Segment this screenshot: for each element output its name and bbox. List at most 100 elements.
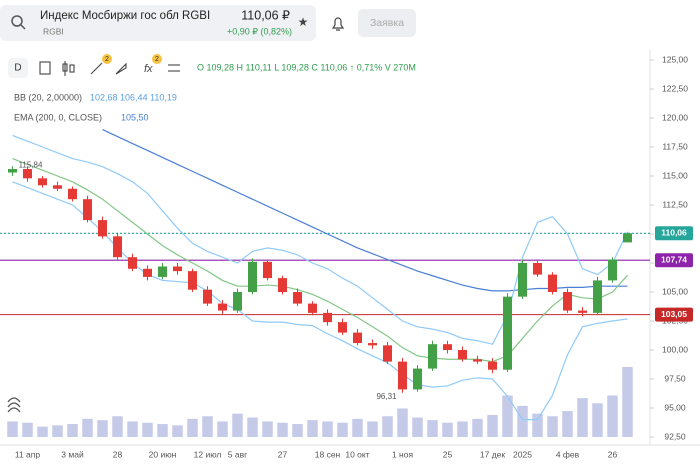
- x-tick-label: 20 июн: [149, 449, 177, 459]
- volume-bar: [457, 421, 468, 437]
- y-tick-label: 95,00: [664, 402, 686, 412]
- y-tick-label: 105,00: [662, 286, 688, 296]
- indicator-line: [12, 181, 628, 421]
- candle-body: [158, 266, 167, 277]
- search-icon: [11, 15, 23, 27]
- favorite-star[interactable]: ★: [298, 15, 309, 29]
- y-tick-label: 122,50: [662, 83, 688, 93]
- candle-body: [233, 292, 242, 311]
- candle-body: [563, 292, 572, 311]
- volume-bar: [52, 425, 63, 437]
- candle-body: [68, 188, 77, 200]
- y-tick-label: 97,50: [664, 373, 686, 383]
- ticker: RGBI: [43, 26, 64, 36]
- volume-bar: [232, 413, 243, 437]
- order-button[interactable]: [358, 9, 416, 37]
- volume-bar: [412, 417, 423, 437]
- x-tick-label: 27: [278, 449, 288, 459]
- ema-value: 105,50: [121, 112, 149, 122]
- volume-bar: [142, 422, 153, 437]
- volume-bar: [277, 422, 288, 437]
- candle-body: [578, 310, 587, 313]
- candle-body: [38, 178, 47, 186]
- volume-bar: [97, 420, 108, 437]
- volume-bar: [217, 421, 228, 437]
- candle-body: [503, 296, 512, 370]
- indicator-line: [102, 129, 628, 292]
- indicator-line: [12, 134, 629, 345]
- price-level-label: 103,05: [661, 309, 687, 319]
- volume-bar: [292, 424, 303, 437]
- candle-body: [518, 263, 527, 297]
- order-button-label[interactable]: Заявка: [370, 17, 404, 29]
- candle-body: [428, 344, 437, 369]
- candle-body: [248, 261, 257, 292]
- candle-body: [338, 322, 347, 333]
- candle-body: [53, 185, 62, 189]
- bb-values: 102,68 106,44 110,19: [90, 92, 177, 102]
- y-tick-label: 100,00: [662, 344, 688, 354]
- y-tick-label: 112,50: [662, 199, 688, 209]
- ohlc-legend: O 109,28 H 110,11 L 109,28 C 110,06 ↑ 0,…: [197, 62, 416, 72]
- volume-bar: [532, 413, 543, 437]
- candle-body: [8, 169, 17, 173]
- search-box[interactable]: [0, 5, 316, 41]
- volume-bar: [472, 418, 483, 437]
- volume-bar: [7, 421, 18, 437]
- extreme-label: 96,31: [376, 392, 397, 401]
- logo: [7, 397, 21, 413]
- candle-body: [593, 280, 602, 313]
- price-level-box: [655, 226, 693, 241]
- y-tick-label: 125,00: [662, 54, 688, 64]
- bb-legend: BB (20, 2,00000): [14, 92, 82, 102]
- volume-bar: [442, 422, 453, 437]
- candle-body: [368, 343, 377, 346]
- x-tick-label: 25: [443, 449, 453, 459]
- instrument-title: Индекс Мосбиржи гос обл RGBI: [40, 10, 210, 22]
- candle-body: [308, 303, 317, 313]
- volume-bar: [577, 398, 588, 437]
- x-tick-label: 4 фев: [556, 449, 580, 459]
- volume-bar: [382, 416, 393, 437]
- y-tick-label: 92,50: [664, 431, 686, 441]
- volume-bar: [112, 416, 123, 437]
- price: 110,06 ₽: [241, 8, 290, 22]
- candle-body: [413, 368, 422, 390]
- interval[interactable]: D: [14, 63, 21, 74]
- price-level-label: 107,74: [661, 254, 687, 264]
- volume-bar: [517, 405, 528, 437]
- price-level-label: 110,06: [661, 228, 687, 238]
- candle-body: [623, 233, 632, 243]
- x-tick-label: 26: [608, 449, 618, 459]
- indicator-line: [12, 158, 628, 363]
- y-tick-label: 120,00: [662, 112, 688, 122]
- candle-body: [353, 332, 362, 344]
- candle-body: [143, 268, 152, 277]
- x-tick-label: 5 авг: [228, 449, 247, 459]
- volume-bar: [592, 403, 603, 437]
- candle-body: [203, 289, 212, 304]
- candle-body: [98, 220, 107, 237]
- badge-count: 2: [105, 56, 109, 63]
- interval-button[interactable]: [8, 58, 28, 78]
- extreme-label: 115,84: [19, 160, 43, 169]
- search-icon-handle: [20, 24, 26, 30]
- volume-bar: [157, 424, 168, 437]
- x-tick-label: 17 дек: [480, 449, 506, 459]
- volume-bar: [367, 421, 378, 437]
- tool-icons[interactable]: fx: [39, 61, 180, 76]
- price-change: +0,90 ₽ (0,82%): [227, 26, 292, 36]
- candle-body: [488, 361, 497, 370]
- alert-bell[interactable]: [331, 17, 345, 31]
- candle-body: [113, 236, 122, 258]
- badge-count: 2: [155, 56, 159, 63]
- price-level-box: [655, 307, 693, 322]
- candle-body: [458, 350, 467, 360]
- x-tick-label: 3 май: [61, 449, 84, 459]
- y-tick-label: 115,00: [662, 170, 688, 180]
- x-tick-label: 1 ноя: [392, 449, 414, 459]
- badge: [152, 54, 162, 64]
- volume-bar: [127, 421, 138, 437]
- candle-body: [398, 361, 407, 390]
- candle-body: [473, 359, 482, 362]
